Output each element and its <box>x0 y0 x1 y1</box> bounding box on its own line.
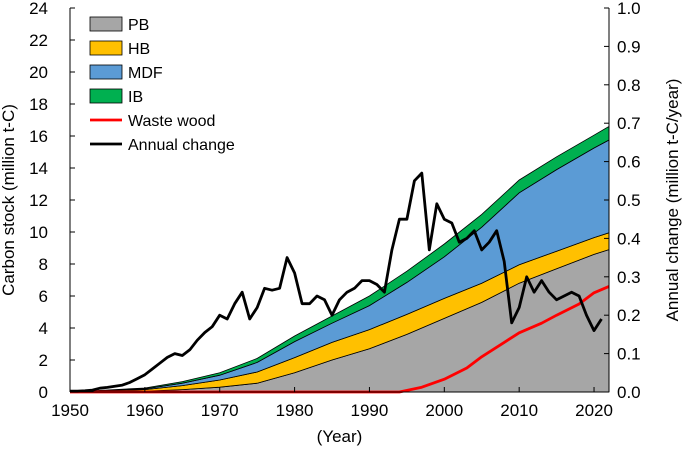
x-tick-label: 2000 <box>425 401 463 420</box>
y-right-tick-label: 0.0 <box>617 383 641 402</box>
y-left-tick-label: 24 <box>29 0 48 18</box>
x-tick-label: 2020 <box>575 401 613 420</box>
legend-label-pb: PB <box>128 17 149 34</box>
y-right-tick-label: 0.5 <box>617 191 641 210</box>
legend-item-pb: PB <box>89 16 149 34</box>
y-right-tick-label: 0.7 <box>617 114 641 133</box>
y-left-tick-label: 12 <box>29 191 48 210</box>
y-right-tick-label: 0.3 <box>617 268 641 287</box>
y-left-tick-label: 16 <box>29 127 48 146</box>
legend-item-mdf: MDF <box>89 64 163 82</box>
legend-swatch-pb <box>89 16 123 32</box>
legend-item-hb: HB <box>89 40 150 58</box>
y-right-tick-label: 0.6 <box>617 153 641 172</box>
stacked-area-layer <box>69 125 610 393</box>
legend-item-ib: IB <box>89 88 143 106</box>
y-left-tick-label: 18 <box>29 95 48 114</box>
legend-label-ib: IB <box>128 89 143 106</box>
legend-swatch-hb <box>89 40 123 56</box>
legend-label-hb: HB <box>128 41 150 58</box>
line-waste-wood <box>70 285 610 394</box>
y-left-tick-label: 20 <box>29 63 48 82</box>
y-left-tick-label: 4 <box>39 319 48 338</box>
line-annual-change <box>70 171 603 393</box>
y-left-tick-label: 8 <box>39 255 48 274</box>
y-left-tick-label: 22 <box>29 31 48 50</box>
legend-item-annual-change: Annual change <box>90 137 235 154</box>
legend-label-waste-wood: Waste wood <box>128 113 215 130</box>
x-tick-label: 1950 <box>51 401 89 420</box>
x-tick-label: 1960 <box>126 401 164 420</box>
x-tick-label: 2010 <box>500 401 538 420</box>
legend-swatch-mdf <box>89 64 123 80</box>
legend-item-waste-wood: Waste wood <box>90 113 215 130</box>
legend-swatch-ib <box>89 88 123 104</box>
y-left-tick-label: 0 <box>39 383 48 402</box>
y-axis-left-title: Carbon stock (million t-C) <box>0 104 18 296</box>
y-right-tick-label: 0.1 <box>617 345 641 364</box>
y-axis-right-title: Annual change (million t-C/year) <box>663 79 682 322</box>
legend-label-annual-change: Annual change <box>128 137 235 154</box>
y-left-tick-label: 6 <box>39 287 48 306</box>
legend: PB HB MDF IB Waste wood Annual change <box>89 16 235 154</box>
y-right-tick-label: 1.0 <box>617 0 641 18</box>
line-series-layer <box>70 171 610 394</box>
x-axis-title: (Year) <box>317 427 363 446</box>
legend-label-mdf: MDF <box>128 65 163 82</box>
y-left-tick-label: 14 <box>29 159 48 178</box>
x-tick-label: 1970 <box>201 401 239 420</box>
y-right-tick-label: 0.2 <box>617 306 641 325</box>
y-left-tick-label: 10 <box>29 223 48 242</box>
y-right-tick-label: 0.4 <box>617 229 641 248</box>
y-left-tick-label: 2 <box>39 351 48 370</box>
y-right-tick-label: 0.9 <box>617 37 641 56</box>
y-right-tick-label: 0.8 <box>617 76 641 95</box>
x-tick-label: 1990 <box>351 401 389 420</box>
x-tick-label: 1980 <box>276 401 314 420</box>
